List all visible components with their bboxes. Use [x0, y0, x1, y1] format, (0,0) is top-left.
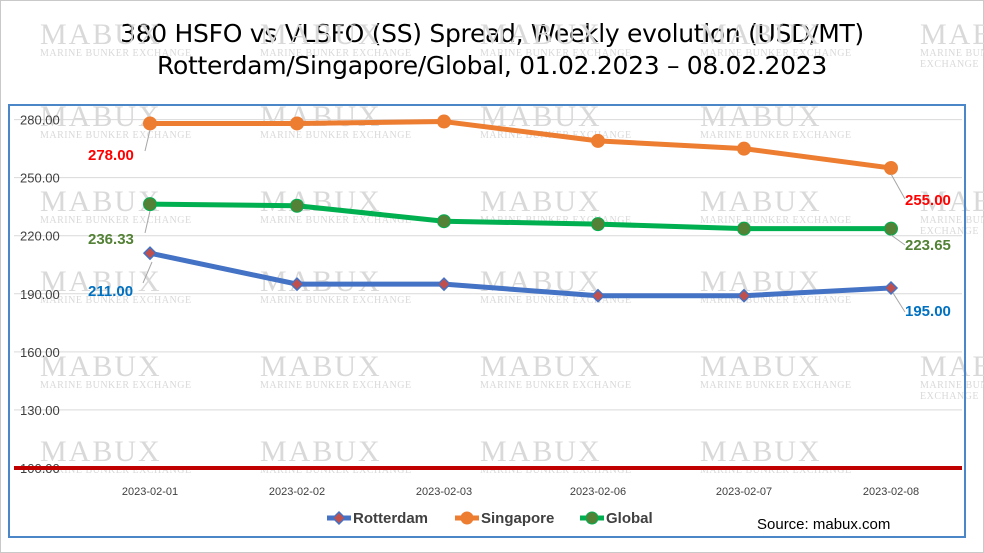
source-note: Source: mabux.com — [757, 516, 890, 533]
leader-line — [142, 261, 153, 284]
y-tick-label: 160.00 — [20, 345, 60, 360]
data-label-start: 278.00 — [88, 147, 134, 164]
y-tick-label: 130.00 — [20, 403, 60, 418]
plot-area-border — [8, 104, 966, 538]
data-point-global — [143, 197, 157, 212]
data-label-start: 211.00 — [88, 283, 133, 300]
data-label-end: 195.00 — [905, 303, 951, 320]
y-tick-label: 280.00 — [20, 113, 60, 128]
data-point-singapore — [591, 133, 605, 148]
series-line-global — [149, 201, 891, 232]
leader-line — [144, 210, 151, 234]
data-point-global — [591, 217, 605, 232]
data-point-global — [737, 221, 751, 236]
y-tick-label: 250.00 — [20, 171, 60, 186]
data-label-start: 236.33 — [88, 231, 134, 248]
data-point-singapore — [143, 116, 157, 131]
x-tick-label: 2023-02-07 — [716, 486, 772, 498]
chart-subtitle: Rotterdam/Singapore/Global, 01.02.2023 –… — [157, 51, 827, 80]
chart-title-block: 380 HSFO vs VLSFO (SS) Spread, Weekly ev… — [0, 18, 984, 82]
series-line-singapore — [150, 119, 892, 171]
data-point-rotterdam — [436, 277, 452, 292]
y-tick-label: 190.00 — [20, 287, 60, 302]
x-tick-label: 2023-02-08 — [863, 486, 919, 498]
data-label-end: 223.65 — [905, 237, 951, 254]
x-tick-label: 2023-02-02 — [269, 486, 325, 498]
y-tick-label: 220.00 — [20, 229, 60, 244]
data-point-singapore — [884, 161, 898, 175]
leader-line — [892, 292, 906, 313]
data-point-global — [884, 221, 898, 236]
x-tick-label: 2023-02-06 — [570, 486, 626, 498]
leader-line — [890, 234, 906, 246]
data-point-rotterdam — [289, 277, 305, 292]
legend-marker — [585, 511, 599, 525]
data-point-rotterdam — [883, 280, 899, 296]
data-point-global — [437, 214, 451, 229]
legend-label: Global — [606, 510, 653, 527]
data-point-rotterdam — [736, 288, 752, 303]
legend-marker — [331, 510, 347, 526]
x-tick-label: 2023-02-03 — [416, 486, 472, 498]
data-point-singapore — [737, 141, 751, 156]
data-point-rotterdam — [590, 288, 606, 303]
leader-line — [890, 173, 906, 200]
data-label-end: 255.00 — [905, 192, 951, 209]
data-point-rotterdam — [142, 246, 158, 261]
data-point-singapore — [290, 116, 304, 131]
data-point-singapore — [437, 114, 451, 129]
legend-label: Rotterdam — [353, 510, 428, 527]
x-tick-label: 2023-02-01 — [122, 486, 178, 498]
legend-label: Singapore — [481, 510, 554, 527]
legend-marker — [460, 511, 474, 525]
series-line-rotterdam — [149, 250, 892, 299]
data-point-global — [290, 198, 304, 213]
leader-line — [144, 129, 151, 152]
chart-title: 380 HSFO vs VLSFO (SS) Spread, Weekly ev… — [120, 19, 864, 48]
